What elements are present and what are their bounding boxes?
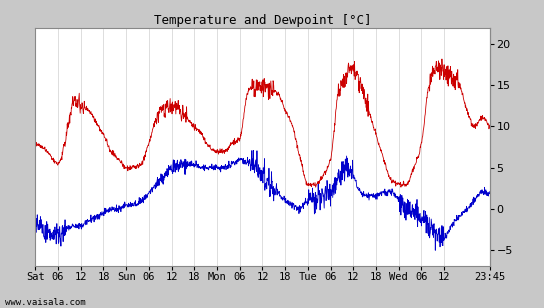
Title: Temperature and Dewpoint [°C]: Temperature and Dewpoint [°C] xyxy=(154,14,371,26)
Text: www.vaisala.com: www.vaisala.com xyxy=(5,298,86,307)
